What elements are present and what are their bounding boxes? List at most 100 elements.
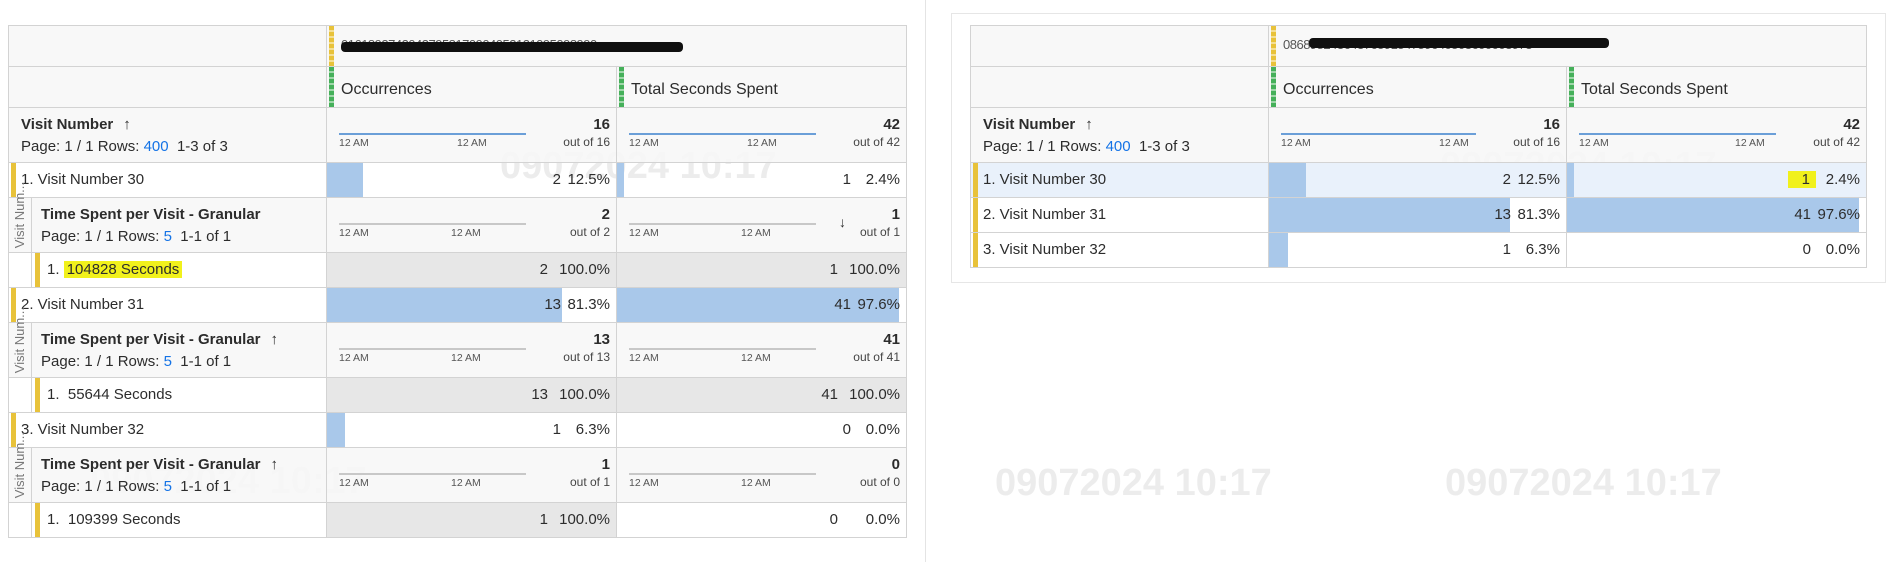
breakdown-title[interactable]: Time Spent per Visit - Granular ↑ [41, 331, 279, 348]
column-header-seconds[interactable]: Total Seconds Spent [1566, 66, 1867, 108]
table-row[interactable]: 1. 104828 Seconds 2 100.0% 1 100.0% [8, 252, 907, 288]
percent-bar [1269, 233, 1288, 267]
row-label[interactable]: 1. 55644 Seconds [47, 386, 173, 403]
breakdown-side-label: Visit Num... [9, 432, 32, 502]
breakdown-side-label: Visit Num... [9, 182, 32, 252]
metric-percent: 6.3% [575, 421, 610, 438]
table-row[interactable]: 1. 55644 Seconds 13 100.0% 41 100.0% [8, 377, 907, 413]
segment-header[interactable]: 01618927420437958170904052121095098990 [326, 25, 907, 67]
sort-up-icon[interactable]: ↑ [270, 456, 279, 473]
row-label-cell[interactable]: 3. Visit Number 32 [8, 412, 327, 448]
dimension-title[interactable]: Visit Number ↑ [983, 116, 1093, 133]
rows-per-page-link[interactable]: 5 [163, 353, 172, 370]
column-header-occurrences[interactable]: Occurrences [1268, 66, 1567, 108]
row-label-cell[interactable]: 3. Visit Number 32 [970, 232, 1269, 268]
total-cell-seconds: 12 AM 12 AM 42 out of 42 [1566, 107, 1867, 163]
breakdown-header[interactable]: Visit Num... Time Spent per Visit - Gran… [8, 182, 327, 253]
percent-bar [617, 288, 900, 322]
row-label[interactable]: 2. Visit Number 31 [983, 206, 1107, 223]
metric-cell: 2 100.0% [326, 252, 617, 288]
redaction-bar [341, 42, 683, 52]
metric-percent: 100.0% [559, 261, 610, 278]
row-label-cell[interactable]: 1. Visit Number 30 [970, 162, 1269, 198]
rows-per-page-link[interactable]: 400 [143, 138, 169, 155]
row-label-cell[interactable]: 1. 55644 Seconds [8, 377, 327, 413]
rows-per-page-link[interactable]: 5 [163, 228, 172, 245]
dimension-title[interactable]: Visit Number ↑ [21, 116, 131, 133]
column-total-outof: out of 0 [859, 475, 900, 489]
row-label[interactable]: 2. Visit Number 31 [21, 296, 145, 313]
pagination-info: Page: 1 / 1 Rows: 5 1-1 of 1 [41, 228, 232, 245]
metric-cell: 41 97.6% [1566, 197, 1867, 233]
watermark-text: 09072024 10:17 [995, 462, 1272, 504]
breakdown-title[interactable]: Time Spent per Visit - Granular [41, 206, 261, 223]
pagination-info: Page: 1 / 1 Rows: 5 1-1 of 1 [41, 353, 232, 370]
metric-cell: 13 81.3% [326, 287, 617, 323]
row-label-cell[interactable]: 1. Visit Number 30 [8, 162, 327, 198]
table-row[interactable]: 1. 109399 Seconds 1 100.0% 0 0.0% [8, 502, 907, 538]
metric-value: 0 [842, 421, 851, 438]
metric-value: 1 [1502, 241, 1511, 258]
total-cell-occurrences: 12 AM 12 AM 16 out of 16 [326, 107, 617, 163]
sparkline-tick: 12 AM [629, 477, 659, 489]
dimension-header[interactable]: Visit Number ↑ Page: 1 / 1 Rows: 400 1-3 … [8, 107, 327, 163]
metric-color-bar [329, 67, 334, 107]
metric-cell: 1 100.0% [326, 502, 617, 538]
sort-up-icon[interactable]: ↑ [1085, 116, 1093, 133]
dimension-header[interactable]: Visit Number ↑ Page: 1 / 1 Rows: 400 1-3 … [970, 107, 1269, 163]
percent-bar [1567, 198, 1859, 232]
breakdown-title[interactable]: Time Spent per Visit - Granular ↑ [41, 456, 279, 473]
row-label-cell[interactable]: 1. 109399 Seconds [8, 502, 327, 538]
row-label[interactable]: 1. 104828 Seconds [47, 261, 183, 278]
sparkline [629, 133, 816, 135]
table-row[interactable]: 2. Visit Number 31 13 81.3% 41 97.6% [8, 287, 907, 323]
metric-cell: 1 6.3% [1268, 232, 1567, 268]
breakdown-header[interactable]: Visit Num... Time Spent per Visit - Gran… [8, 432, 327, 503]
segment-header[interactable]: 0868982436437659154759640503600003973 [1268, 25, 1867, 67]
row-color-bar [973, 233, 978, 267]
metric-cell: 1 6.3% [326, 412, 617, 448]
row-color-bar [35, 253, 40, 287]
table-row[interactable]: 3. Visit Number 32 1 6.3% 0 0.0% [970, 232, 1867, 268]
column-label: Total Seconds Spent [1581, 81, 1728, 98]
row-label-cell[interactable]: 2. Visit Number 31 [8, 287, 327, 323]
sparkline [629, 473, 816, 475]
row-label[interactable]: 1. Visit Number 30 [21, 171, 145, 188]
metric-cell: 1 2.4% [616, 162, 907, 198]
column-header-occurrences[interactable]: Occurrences [326, 66, 617, 108]
metric-cell: 2 12.5% [326, 162, 617, 198]
column-total: 42 [883, 116, 900, 133]
table-row[interactable]: 2. Visit Number 31 13 81.3% 41 97.6% [970, 197, 1867, 233]
row-label-cell[interactable]: 2. Visit Number 31 [970, 197, 1269, 233]
metric-cell: 41 100.0% [616, 377, 907, 413]
rows-per-page-link[interactable]: 5 [163, 478, 172, 495]
table-row[interactable]: 1. Visit Number 30 2 12.5% 1 2.4% [8, 162, 907, 198]
row-color-bar [11, 288, 16, 322]
row-label[interactable]: 1. 109399 Seconds [47, 511, 181, 528]
sparkline-tick: 12 AM [741, 352, 771, 364]
column-header-seconds[interactable]: Total Seconds Spent [616, 66, 907, 108]
rows-per-page-link[interactable]: 400 [1105, 138, 1131, 155]
table-row[interactable]: 3. Visit Number 32 1 6.3% 0 0.0% [8, 412, 907, 448]
freeform-table-right: 0868982436437659154759640503600003973 Oc… [951, 13, 1886, 283]
sort-up-icon[interactable]: ↑ [123, 116, 131, 133]
breakdown-header[interactable]: Visit Num... Time Spent per Visit - Gran… [8, 307, 327, 378]
column-label: Total Seconds Spent [631, 81, 778, 98]
row-label[interactable]: 1. Visit Number 30 [983, 171, 1107, 188]
breakdown-total-seconds: 12 AM 12 AM 41 out of 41 [616, 322, 907, 378]
metric-value: 41 [821, 386, 838, 403]
row-label-cell[interactable]: 1. 104828 Seconds [8, 252, 327, 288]
metric-value: 2 [539, 261, 548, 278]
breakdown-side-label: Visit Num... [9, 307, 32, 377]
sort-up-icon[interactable]: ↑ [270, 331, 279, 348]
column-label: Occurrences [341, 81, 432, 98]
table-row[interactable]: 1. Visit Number 30 2 12.5% 1 2.4% [970, 162, 1867, 198]
metric-value: 41 [834, 296, 851, 313]
row-label[interactable]: 3. Visit Number 32 [983, 241, 1107, 258]
pagination-info: Page: 1 / 1 Rows: 400 1-3 of 3 [983, 138, 1190, 155]
sort-down-icon[interactable]: ↓ [839, 214, 846, 230]
row-label[interactable]: 3. Visit Number 32 [21, 421, 145, 438]
column-total: 1 [891, 206, 900, 223]
metric-cell: 0 0.0% [616, 412, 907, 448]
freeform-table-left: 01618927420437958170904052121095098990 O… [8, 25, 907, 538]
